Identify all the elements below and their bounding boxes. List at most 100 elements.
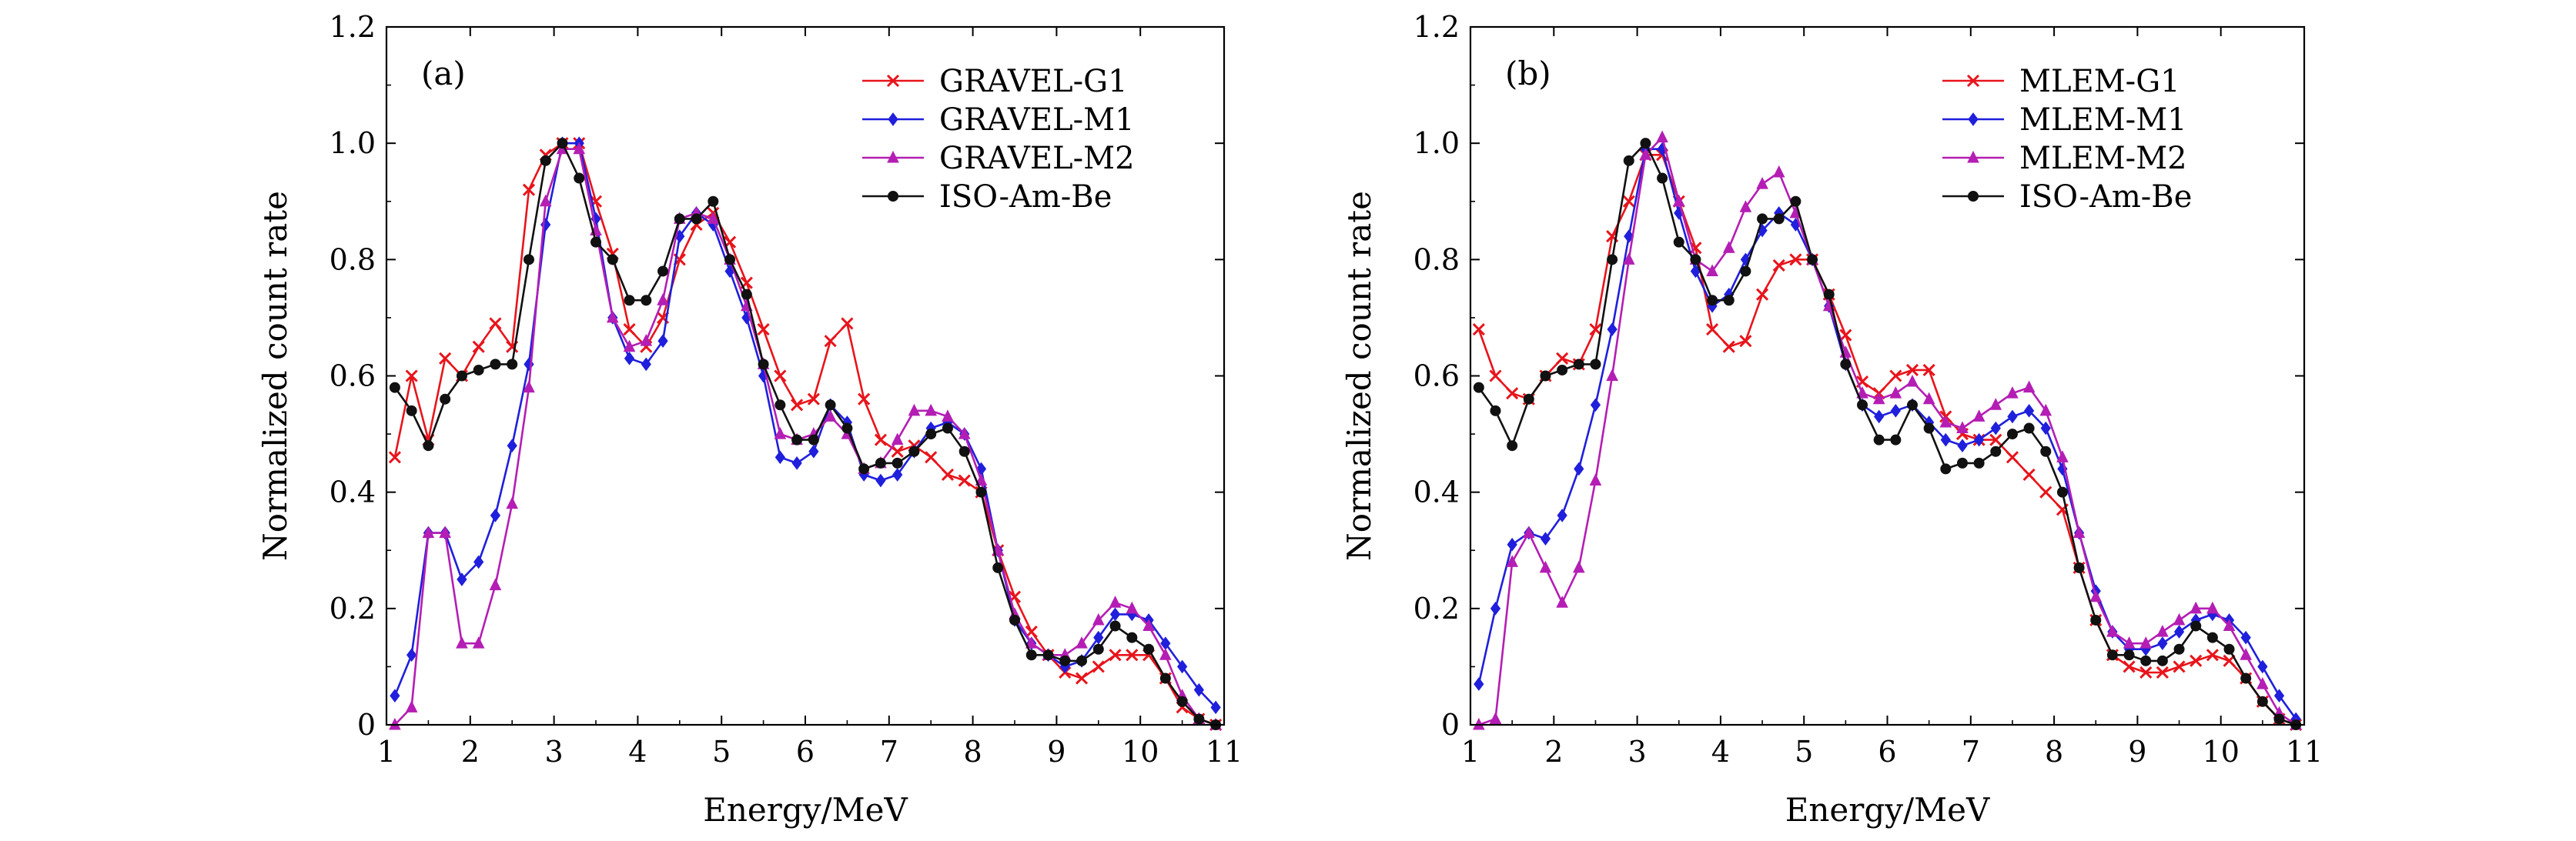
data-point xyxy=(1092,660,1105,673)
data-point xyxy=(439,352,452,365)
data-point xyxy=(1590,398,1601,412)
data-point xyxy=(1690,254,1701,265)
data-point xyxy=(1573,359,1584,370)
series-group xyxy=(1472,130,2303,732)
data-point xyxy=(1755,288,1769,301)
data-point xyxy=(1940,432,1951,447)
series-mlem-m2 xyxy=(1473,130,2302,730)
data-point xyxy=(824,409,837,422)
y-axis-title: Normalized count rate xyxy=(256,191,294,561)
data-point xyxy=(1989,433,2002,446)
data-point xyxy=(1990,421,2001,436)
data-point xyxy=(1539,560,1552,573)
data-point xyxy=(1872,392,1885,405)
data-point xyxy=(2073,562,2085,573)
data-point xyxy=(892,457,903,469)
data-point xyxy=(992,562,1004,573)
data-point xyxy=(388,451,401,464)
data-point xyxy=(1489,712,1502,724)
x-tick-label: 2 xyxy=(1544,735,1563,769)
data-point xyxy=(1789,253,1802,266)
data-point xyxy=(1126,601,1139,614)
data-point xyxy=(908,446,920,457)
data-point xyxy=(1974,432,1985,447)
x-tick-label: 9 xyxy=(1047,735,1066,769)
y-tick-label: 1.2 xyxy=(1413,10,1460,44)
legend-marker xyxy=(886,74,900,88)
data-point xyxy=(1739,200,1752,212)
data-point xyxy=(1922,363,1935,377)
data-point xyxy=(2156,624,2169,637)
data-point xyxy=(1109,620,1121,632)
data-point xyxy=(1557,364,1568,375)
data-point xyxy=(1126,649,1139,662)
data-point xyxy=(1472,322,1485,336)
data-point xyxy=(1706,322,1719,336)
data-point xyxy=(2040,421,2051,436)
data-point xyxy=(1506,387,1519,400)
data-point xyxy=(1723,295,1735,306)
data-point xyxy=(422,526,435,539)
data-point xyxy=(1874,409,1885,424)
data-point xyxy=(1656,130,1668,143)
x-tick-label: 3 xyxy=(1628,735,1647,769)
data-point xyxy=(2273,713,2285,725)
data-point xyxy=(807,392,820,405)
series-iso-am-be xyxy=(389,138,1222,730)
series-line-mlem-g1 xyxy=(1477,154,2297,726)
x-tick-label: 2 xyxy=(461,735,480,769)
data-point xyxy=(640,334,653,346)
x-tick-label: 11 xyxy=(2286,735,2323,769)
x-tick-label: 5 xyxy=(712,735,731,769)
x-tick-label: 7 xyxy=(880,735,898,769)
data-point xyxy=(2006,429,2018,440)
data-point xyxy=(975,473,988,486)
data-point xyxy=(1523,526,1535,539)
data-point xyxy=(2040,446,2052,457)
data-point xyxy=(674,213,685,225)
data-point xyxy=(791,399,804,412)
data-point xyxy=(657,293,669,305)
data-point xyxy=(406,405,417,416)
data-point xyxy=(825,399,836,411)
data-point xyxy=(456,636,468,649)
data-point xyxy=(1042,649,1054,661)
data-point xyxy=(2190,620,2202,632)
x-tick-label: 11 xyxy=(1206,735,1243,769)
data-point xyxy=(473,555,484,569)
data-point xyxy=(1159,648,1172,660)
data-point xyxy=(457,572,467,586)
data-point xyxy=(1143,643,1155,655)
data-point xyxy=(958,426,971,439)
data-point xyxy=(2139,636,2153,649)
data-point xyxy=(1490,405,1501,416)
data-point xyxy=(623,322,636,336)
data-point xyxy=(1722,241,1735,253)
data-point xyxy=(841,422,853,434)
data-point xyxy=(2007,409,2018,424)
data-point xyxy=(2157,636,2168,651)
data-point xyxy=(908,403,921,416)
data-point xyxy=(1540,370,1551,382)
data-point xyxy=(2139,666,2153,679)
data-point xyxy=(1972,409,1986,422)
data-point xyxy=(1109,596,1122,608)
data-point xyxy=(1640,138,1651,149)
data-point xyxy=(1939,415,1952,428)
legend-marker xyxy=(1967,150,1979,163)
data-point xyxy=(2123,636,2136,649)
x-tick-label: 10 xyxy=(2203,735,2240,769)
x-tick-label: 9 xyxy=(2128,735,2146,769)
data-point xyxy=(1807,254,1818,265)
data-point xyxy=(1556,352,1569,365)
data-point xyxy=(1474,677,1484,691)
chart-panel-b: 1 2 3 4 5 6 7 8 9 10 11 0 0.2 0.4 0.6 0.8 1.0 1.2 Energy/M… xyxy=(1340,10,2323,829)
data-point xyxy=(2123,649,2135,661)
data-point xyxy=(875,473,886,488)
data-point xyxy=(2073,526,2086,539)
data-point xyxy=(1590,359,1601,370)
data-point xyxy=(1489,369,1502,382)
data-point xyxy=(2006,386,2019,399)
